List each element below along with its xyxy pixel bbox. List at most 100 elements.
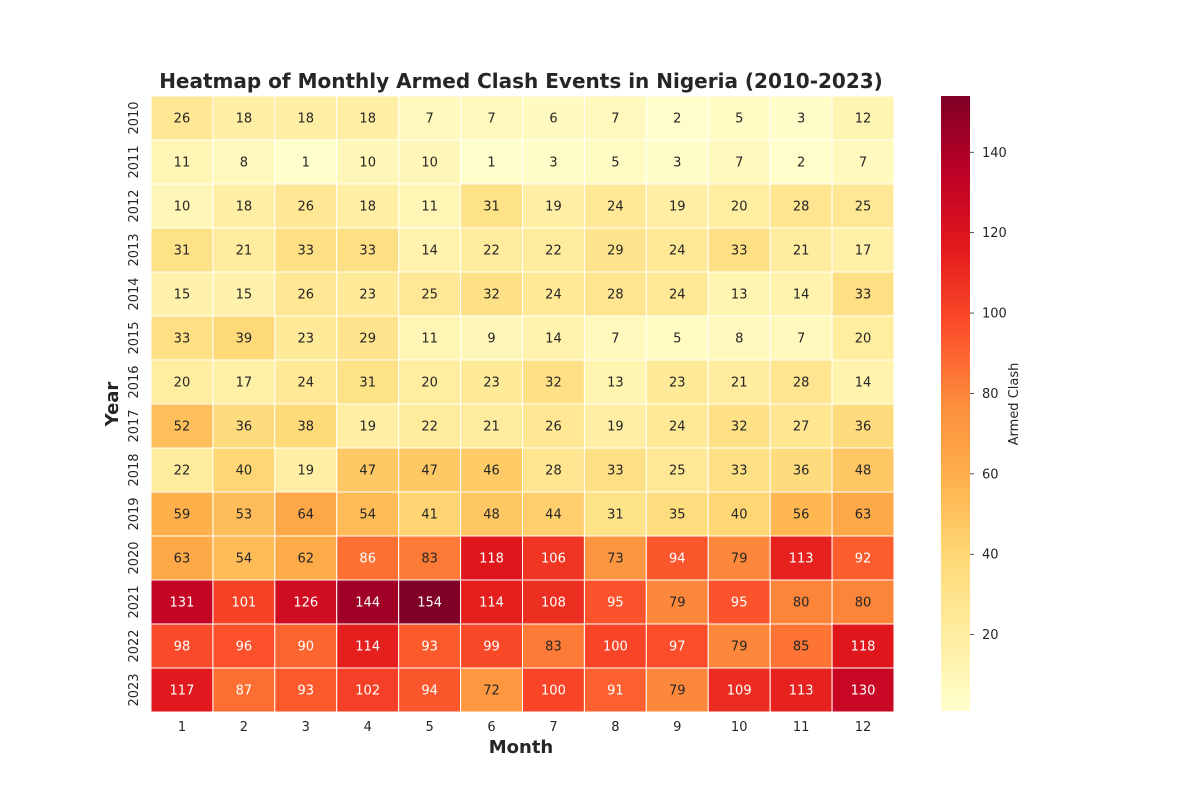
- cell-value-label: 24: [607, 200, 624, 215]
- y-tick-label: 2011: [127, 145, 142, 178]
- cell-value-label: 94: [421, 684, 438, 699]
- cell-value-label: 23: [483, 376, 500, 391]
- heatmap-cell: [707, 623, 771, 669]
- heatmap-cell: [212, 579, 276, 625]
- cell-value-label: 13: [607, 376, 624, 391]
- cell-value-label: 7: [425, 112, 433, 127]
- heatmap-cell: [522, 139, 585, 185]
- cell-value-label: 92: [855, 552, 872, 567]
- cell-value-label: 33: [731, 464, 748, 479]
- heatmap-cell: [707, 491, 771, 537]
- colorbar-gradient: [941, 96, 970, 711]
- cell-value-label: 7: [797, 332, 805, 347]
- heatmap-cell: [831, 315, 895, 361]
- cell-value-label: 31: [174, 244, 191, 259]
- cell-value-label: 118: [851, 640, 876, 655]
- cell-value-label: 3: [549, 156, 557, 171]
- cell-value-label: 96: [236, 640, 253, 655]
- cell-value-label: 62: [298, 552, 315, 567]
- heatmap-cell: [522, 315, 585, 361]
- cell-value-label: 19: [298, 464, 315, 479]
- cell-value-label: 20: [731, 200, 748, 215]
- cell-value-label: 24: [298, 376, 315, 391]
- heatmap-cell: [336, 315, 400, 361]
- heatmap-cell: [769, 447, 833, 493]
- cell-value-label: 44: [545, 508, 562, 523]
- cell-value-label: 19: [607, 420, 624, 435]
- cell-value-label: 14: [855, 376, 872, 391]
- heatmap-cell: [212, 535, 276, 581]
- cell-value-label: 108: [541, 596, 566, 611]
- heatmap-cell: [645, 139, 709, 185]
- y-tick-labels: 2010 2011 2012 2013 2014 2015 2016 2017 2018 2019…: [127, 101, 142, 706]
- cell-value-label: 98: [174, 640, 191, 655]
- cell-value-label: 54: [236, 552, 253, 567]
- cell-value-label: 130: [851, 684, 876, 699]
- heatmap-cell: [583, 623, 647, 669]
- y-tick-label: 2012: [127, 189, 142, 222]
- cell-value-label: 113: [789, 552, 814, 567]
- heatmap-cell: [460, 359, 523, 405]
- cell-value-label: 21: [731, 376, 748, 391]
- cell-value-label: 15: [174, 288, 191, 303]
- heatmap-cell: [336, 535, 400, 581]
- cell-value-label: 24: [669, 244, 686, 259]
- cell-value-label: 28: [545, 464, 562, 479]
- heatmap-cell: [645, 227, 709, 273]
- cell-value-label: 20: [421, 376, 438, 391]
- cell-value-label: 26: [298, 200, 315, 215]
- cell-value-label: 33: [174, 332, 191, 347]
- cell-value-label: 19: [545, 200, 562, 215]
- cell-value-label: 94: [669, 552, 686, 567]
- cell-value-label: 18: [359, 112, 376, 127]
- heatmap-cell: [522, 403, 585, 449]
- heatmap-cell: [398, 139, 462, 185]
- heatmap-cell: [274, 183, 338, 229]
- x-tick-label: 10: [731, 720, 748, 735]
- heatmap-cell: [398, 491, 462, 537]
- cell-value-label: 11: [174, 156, 191, 171]
- cell-value-label: 63: [174, 552, 191, 567]
- cell-value-label: 11: [421, 332, 438, 347]
- cell-value-label: 46: [483, 464, 500, 479]
- heatmap-cell: [336, 359, 400, 405]
- cell-value-label: 23: [298, 332, 315, 347]
- cell-value-label: 22: [174, 464, 191, 479]
- cell-value-label: 100: [603, 640, 628, 655]
- x-tick-label: 8: [611, 720, 619, 735]
- heatmap-cell: [460, 447, 523, 493]
- cell-value-label: 33: [855, 288, 872, 303]
- cell-value-label: 7: [487, 112, 495, 127]
- cell-value-label: 33: [298, 244, 315, 259]
- cell-value-label: 95: [731, 596, 748, 611]
- heatmap-cell: [398, 183, 462, 229]
- cell-value-label: 25: [669, 464, 686, 479]
- heatmap-cell: [707, 139, 771, 185]
- cell-value-label: 54: [359, 508, 376, 523]
- heatmap-cell: [274, 359, 338, 405]
- heatmap-cell: [522, 491, 585, 537]
- heatmap-cell: [398, 403, 462, 449]
- cell-value-label: 21: [793, 244, 810, 259]
- heatmap-cell: [769, 623, 833, 669]
- heatmap-cell: [831, 403, 895, 449]
- cell-value-label: 12: [855, 112, 872, 127]
- x-tick-label: 6: [487, 720, 495, 735]
- cell-value-label: 22: [421, 420, 438, 435]
- cell-value-label: 31: [359, 376, 376, 391]
- heatmap-cell: [150, 667, 214, 713]
- cell-value-label: 39: [236, 332, 253, 347]
- heatmap-cell: [707, 315, 771, 361]
- heatmap-cell: [522, 623, 585, 669]
- cell-value-label: 14: [793, 288, 810, 303]
- cell-value-label: 8: [735, 332, 743, 347]
- heatmap-cell: [522, 535, 585, 581]
- cell-value-label: 22: [545, 244, 562, 259]
- cell-value-label: 48: [855, 464, 872, 479]
- cell-value-label: 18: [359, 200, 376, 215]
- heatmap-cell: [707, 227, 771, 273]
- y-tick-label: 2021: [127, 585, 142, 618]
- heatmap-cell: [522, 579, 585, 625]
